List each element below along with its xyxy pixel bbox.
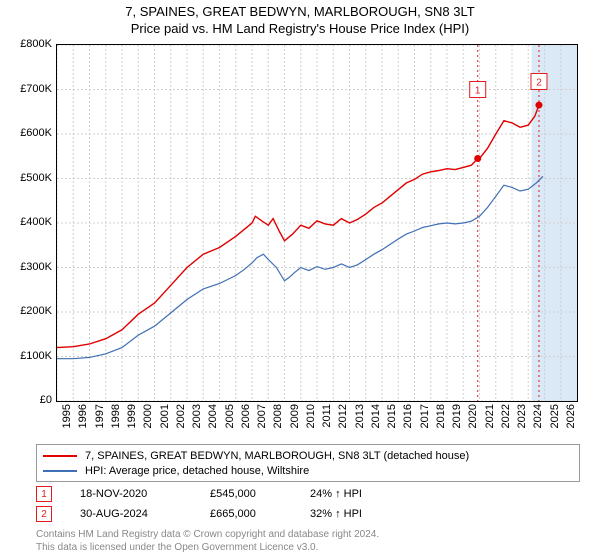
x-tick-label: 2013: [354, 404, 368, 440]
x-tick-label: 2021: [484, 404, 498, 440]
footer-line2: This data is licensed under the Open Gov…: [36, 541, 379, 554]
title-line2: Price paid vs. HM Land Registry's House …: [0, 21, 600, 38]
legend-swatch: [43, 455, 77, 457]
x-tick-label: 2007: [256, 404, 270, 440]
marker-table-row: 1 18-NOV-2020£545,00024% ↑ HPI: [36, 484, 430, 504]
marker-date: 30-AUG-2024: [80, 508, 210, 520]
y-tick-label: £700K: [2, 83, 52, 95]
legend-label: 7, SPAINES, GREAT BEDWYN, MARLBOROUGH, S…: [85, 450, 469, 462]
x-tick-label: 1999: [126, 404, 140, 440]
x-tick-label: 2014: [370, 404, 384, 440]
x-tick-label: 2002: [175, 404, 189, 440]
x-tick-label: 2010: [305, 404, 319, 440]
x-tick-label: 1997: [94, 404, 108, 440]
x-tick-label: 2005: [224, 404, 238, 440]
x-tick-label: 1998: [110, 404, 124, 440]
x-tick-label: 2001: [159, 404, 173, 440]
x-tick-label: 1995: [61, 404, 75, 440]
x-tick-label: 2012: [337, 404, 351, 440]
y-tick-label: £500K: [2, 172, 52, 184]
marker-index-box: 2: [36, 506, 52, 522]
y-tick-label: £400K: [2, 216, 52, 228]
y-tick-label: £300K: [2, 261, 52, 273]
x-tick-label: 2017: [419, 404, 433, 440]
plot-svg: 12: [57, 45, 577, 401]
x-tick-label: 2024: [532, 404, 546, 440]
x-tick-label: 2018: [435, 404, 449, 440]
y-tick-label: £800K: [2, 38, 52, 50]
legend-row: HPI: Average price, detached house, Wilt…: [43, 463, 573, 478]
y-tick-label: £0: [2, 394, 52, 406]
chart-title: 7, SPAINES, GREAT BEDWYN, MARLBOROUGH, S…: [0, 0, 600, 38]
svg-text:2: 2: [536, 77, 542, 88]
x-tick-label: 2015: [386, 404, 400, 440]
x-tick-label: 2006: [240, 404, 254, 440]
marker-index-box: 1: [36, 486, 52, 502]
x-tick-label: 2004: [207, 404, 221, 440]
x-tick-label: 2026: [565, 404, 579, 440]
x-tick-label: 2016: [402, 404, 416, 440]
legend-label: HPI: Average price, detached house, Wilt…: [85, 465, 309, 477]
y-tick-label: £100K: [2, 350, 52, 362]
marker-price: £545,000: [210, 488, 310, 500]
marker-price: £665,000: [210, 508, 310, 520]
x-tick-label: 2000: [142, 404, 156, 440]
footer-line1: Contains HM Land Registry data © Crown c…: [36, 528, 379, 541]
x-tick-label: 2009: [289, 404, 303, 440]
plot-area: 12: [56, 44, 578, 402]
x-tick-label: 2019: [451, 404, 465, 440]
x-tick-label: 2023: [516, 404, 530, 440]
x-tick-label: 2003: [191, 404, 205, 440]
y-tick-label: £200K: [2, 305, 52, 317]
marker-table: 1 18-NOV-2020£545,00024% ↑ HPI 2 30-AUG-202…: [36, 484, 430, 524]
y-tick-label: £600K: [2, 127, 52, 139]
legend-row: 7, SPAINES, GREAT BEDWYN, MARLBOROUGH, S…: [43, 448, 573, 463]
svg-text:1: 1: [475, 86, 481, 97]
x-tick-label: 1996: [77, 404, 91, 440]
x-tick-label: 2022: [500, 404, 514, 440]
legend-swatch: [43, 470, 77, 472]
marker-pct: 32% ↑ HPI: [310, 508, 430, 520]
marker-date: 18-NOV-2020: [80, 488, 210, 500]
x-tick-label: 2008: [272, 404, 286, 440]
legend: 7, SPAINES, GREAT BEDWYN, MARLBOROUGH, S…: [36, 444, 580, 482]
x-tick-label: 2020: [467, 404, 481, 440]
x-tick-label: 2025: [549, 404, 563, 440]
title-line1: 7, SPAINES, GREAT BEDWYN, MARLBOROUGH, S…: [0, 4, 600, 21]
footer: Contains HM Land Registry data © Crown c…: [36, 528, 379, 554]
x-tick-label: 2011: [321, 404, 335, 440]
marker-pct: 24% ↑ HPI: [310, 488, 430, 500]
marker-table-row: 2 30-AUG-2024£665,00032% ↑ HPI: [36, 504, 430, 524]
